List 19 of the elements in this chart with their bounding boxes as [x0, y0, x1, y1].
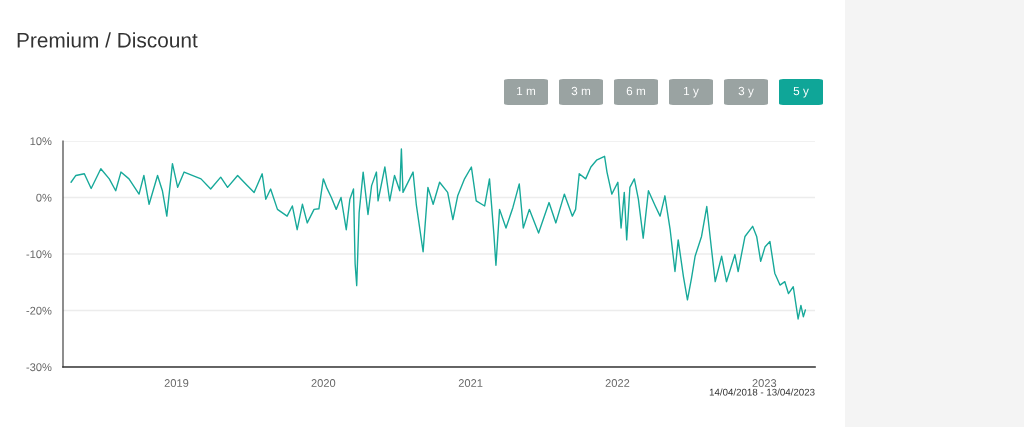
x-tick-label: 2022 — [605, 379, 630, 387]
x-tick-label: 2019 — [164, 379, 189, 387]
x-tick-label: 2020 — [311, 379, 336, 387]
y-tick-label: -10% — [26, 250, 52, 259]
chart-title: Premium / Discount — [17, 32, 198, 48]
line-series — [70, 148, 807, 320]
text: 1 m — [517, 86, 536, 96]
text: 1 y — [684, 86, 699, 98]
text: 3 m — [571, 86, 591, 96]
y-tick-label: -20% — [26, 306, 52, 315]
x-tick-label: 2021 — [458, 379, 483, 387]
text: 14/04/2018 - 13/04/2023 — [709, 388, 815, 396]
y-tick-label: -30% — [26, 363, 52, 372]
text: 3 y — [738, 86, 754, 98]
y-tick-label: 0% — [36, 193, 52, 202]
text: 6 m — [626, 86, 646, 96]
y-tick-label: 10% — [30, 137, 52, 146]
text: 5 y — [793, 86, 809, 98]
x-tick-label: 2023 — [752, 379, 777, 387]
